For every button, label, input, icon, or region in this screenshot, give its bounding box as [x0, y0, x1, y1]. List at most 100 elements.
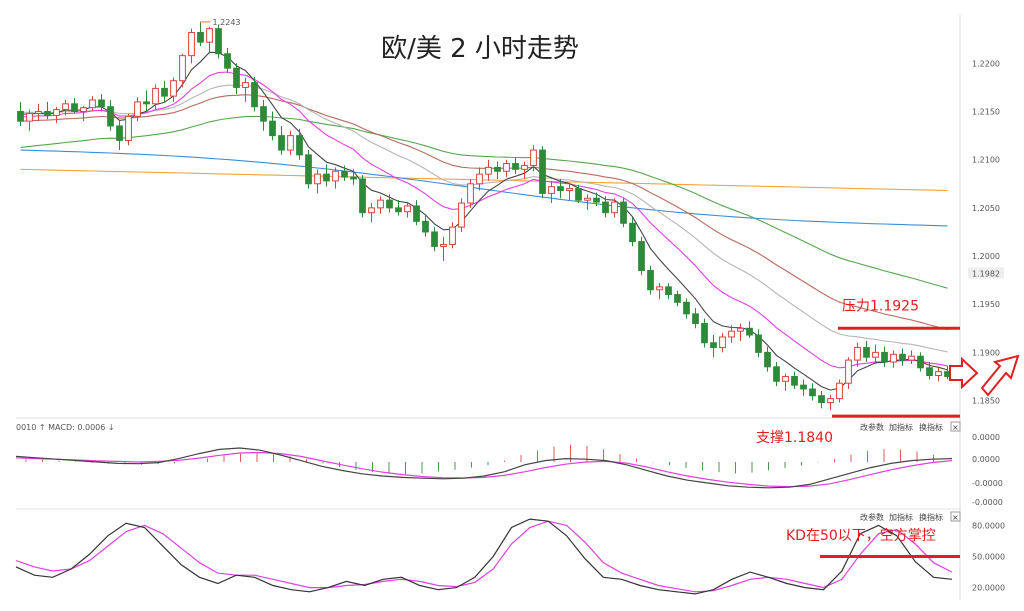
candle — [881, 351, 888, 363]
candle — [674, 294, 681, 303]
candle — [386, 199, 393, 209]
candle — [143, 101, 150, 105]
candle — [863, 347, 870, 358]
arrow-up-right-icon — [980, 354, 1020, 397]
candle — [278, 135, 285, 151]
candle — [719, 336, 726, 349]
candle — [422, 220, 429, 233]
candle — [611, 201, 618, 214]
candle — [224, 53, 231, 69]
candle — [44, 111, 51, 116]
moving-average-line — [20, 84, 948, 353]
candle — [827, 398, 834, 403]
candle — [647, 269, 654, 291]
candle — [107, 106, 114, 127]
candle — [692, 313, 699, 324]
candle — [917, 355, 924, 369]
candle — [305, 154, 312, 185]
macd-signal-line — [15, 451, 953, 488]
candle — [125, 115, 132, 141]
candle — [755, 334, 762, 353]
candle — [575, 188, 582, 201]
candle — [53, 109, 60, 116]
candle — [287, 135, 294, 151]
chart-title: 欧/美 2 小时走势 — [381, 34, 579, 64]
y-tick-label: 1.2050 — [972, 204, 1000, 213]
y-tick-label: 1.2100 — [972, 156, 1000, 165]
candle — [215, 28, 222, 55]
candle — [89, 99, 96, 109]
candle — [395, 207, 402, 213]
candle — [116, 125, 123, 141]
candle — [17, 111, 24, 122]
macd-panel-button: 换指标 — [919, 422, 943, 432]
candle — [476, 173, 483, 185]
macd-panel-button: 加指标 — [889, 422, 913, 432]
candle — [431, 231, 438, 247]
kd-annotation: KD在50以下，空方掌控 — [786, 528, 936, 544]
candle — [80, 107, 87, 113]
candle — [323, 173, 330, 182]
candle — [161, 87, 168, 97]
candle — [242, 82, 249, 88]
macd-close-button[interactable] — [950, 421, 961, 432]
candle — [656, 286, 663, 291]
candle — [800, 384, 807, 390]
candle — [593, 197, 600, 203]
candle — [197, 32, 204, 43]
candle — [152, 87, 159, 105]
candle — [530, 149, 537, 166]
y-tick-label: 1.1850 — [972, 397, 1000, 406]
candle — [62, 103, 69, 111]
candle — [791, 375, 798, 386]
candle — [890, 353, 897, 363]
candle — [899, 353, 906, 361]
candle — [665, 286, 672, 296]
moving-average-line — [20, 94, 948, 331]
candle — [728, 330, 735, 338]
candle — [449, 226, 456, 245]
candle — [341, 170, 348, 178]
kd-close-button[interactable] — [950, 511, 961, 522]
kd-panel-button: 改参数 — [860, 512, 884, 522]
macd-y-tick-label: -0.0000 — [972, 479, 1003, 488]
candle — [521, 164, 528, 170]
high-label: 1.2243 — [213, 18, 241, 27]
candle — [809, 388, 816, 397]
candle — [818, 395, 825, 403]
candle — [134, 101, 141, 117]
candle — [368, 207, 375, 214]
candle — [710, 342, 717, 349]
macd-line — [15, 447, 953, 489]
candle — [737, 327, 744, 332]
candle — [188, 32, 195, 57]
macd-y-tick-label: -0.0000 — [972, 498, 1003, 507]
candle — [584, 197, 591, 201]
macd-y-tick-label: 0.0000 — [972, 455, 1000, 464]
candle — [512, 163, 519, 170]
candle — [296, 135, 303, 156]
macd-y-tick-label: 0.0000 — [972, 433, 1000, 442]
candle — [620, 201, 627, 224]
candle — [602, 201, 609, 214]
candle — [179, 55, 186, 82]
candle — [170, 80, 177, 97]
candle — [350, 176, 357, 180]
candle — [359, 178, 366, 214]
kd-panel-button: 加指标 — [889, 512, 913, 522]
candle — [638, 241, 645, 271]
macd-panel-button: 改参数 — [860, 422, 884, 432]
kd-panel-button: 换指标 — [919, 512, 943, 522]
candle — [854, 347, 861, 361]
candle — [485, 166, 492, 175]
kd-y-tick-label: 80.0000 — [972, 521, 1005, 530]
candle — [26, 112, 33, 122]
candle — [251, 82, 258, 108]
moving-average-line — [20, 168, 948, 192]
candle — [566, 188, 573, 192]
kd-y-tick-label: 50.0000 — [972, 553, 1005, 562]
candle — [845, 359, 852, 384]
y-tick-label: 1.1950 — [972, 300, 1000, 309]
